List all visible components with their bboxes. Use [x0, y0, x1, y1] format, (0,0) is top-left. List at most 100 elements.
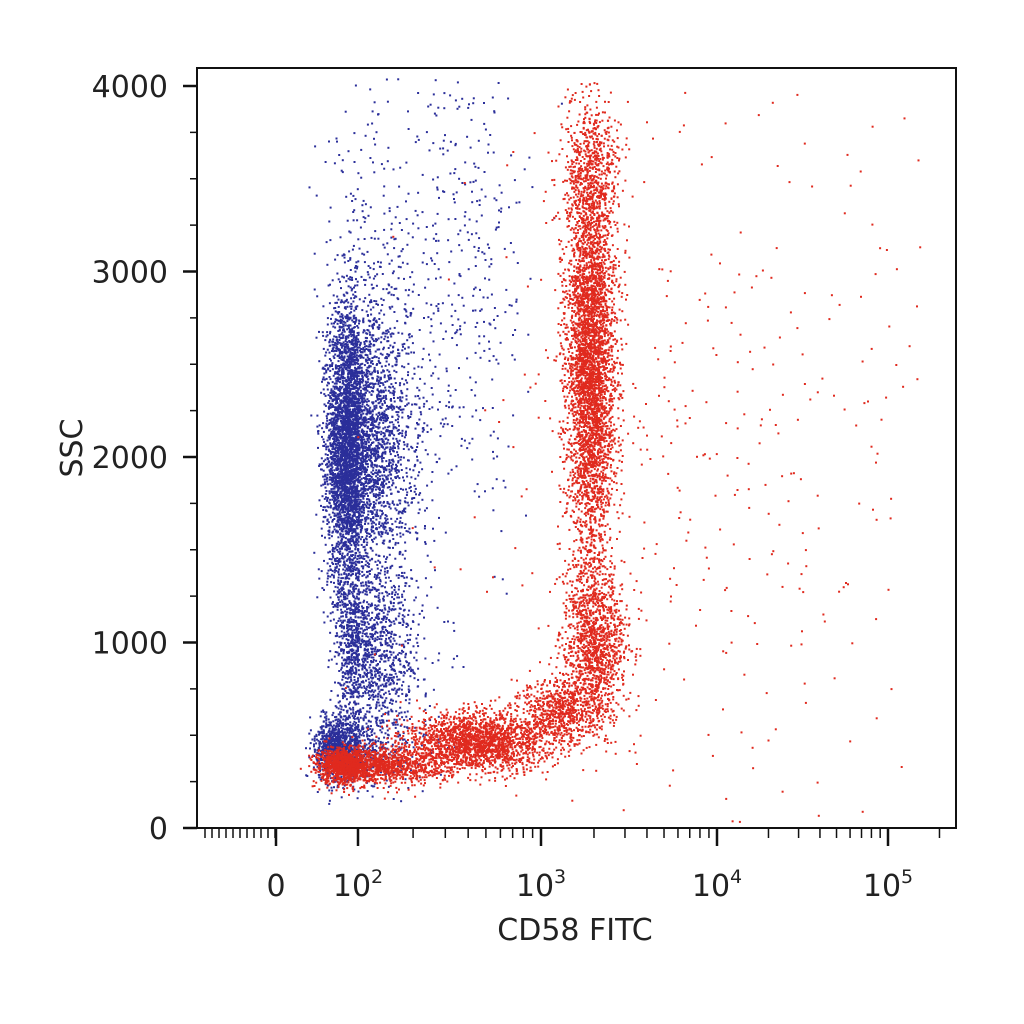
data-point — [356, 461, 359, 464]
data-point — [390, 517, 393, 520]
data-point — [331, 350, 333, 352]
data-point — [330, 389, 333, 392]
data-point — [346, 446, 349, 449]
data-point — [395, 363, 398, 366]
data-point — [379, 376, 382, 379]
data-point — [347, 439, 350, 442]
data-point — [394, 455, 397, 457]
data-point — [330, 322, 333, 325]
data-point — [356, 376, 358, 379]
data-point — [383, 528, 386, 531]
data-point — [329, 283, 331, 286]
data-point — [338, 412, 341, 415]
data-point — [334, 392, 337, 395]
data-point — [386, 465, 388, 468]
data-point — [316, 295, 319, 298]
data-point — [354, 321, 357, 323]
data-point — [366, 271, 369, 274]
data-point — [359, 342, 362, 345]
data-point — [361, 452, 364, 455]
data-point — [378, 501, 380, 504]
data-point — [341, 372, 343, 375]
data-point — [327, 413, 330, 415]
data-point — [378, 491, 381, 494]
data-point — [349, 504, 352, 507]
data-point — [397, 461, 400, 464]
data-point — [376, 513, 379, 516]
data-point — [338, 341, 341, 344]
data-point — [325, 371, 328, 374]
data-point — [357, 502, 360, 505]
data-point — [332, 424, 335, 427]
data-point — [340, 573, 343, 576]
data-point — [349, 414, 352, 417]
data-point — [375, 413, 378, 416]
data-point — [367, 510, 370, 513]
data-point — [342, 334, 345, 337]
data-point — [353, 535, 356, 538]
data-point — [356, 378, 359, 381]
data-point — [389, 461, 392, 464]
data-point — [327, 575, 330, 578]
data-point — [349, 435, 352, 438]
data-point — [339, 342, 342, 345]
data-point — [331, 348, 334, 351]
data-point — [328, 302, 331, 305]
data-point — [353, 442, 356, 445]
data-point — [381, 353, 384, 356]
data-point — [340, 420, 342, 422]
data-point — [411, 403, 414, 406]
data-point — [338, 365, 341, 367]
data-point — [405, 488, 407, 491]
data-point — [353, 479, 356, 482]
data-point — [331, 340, 334, 343]
data-point — [353, 444, 356, 446]
data-point — [349, 425, 352, 428]
data-point — [342, 468, 345, 471]
data-point — [388, 448, 391, 451]
data-point — [362, 393, 364, 396]
data-point — [359, 458, 362, 461]
data-point — [355, 400, 358, 403]
data-point — [362, 420, 365, 423]
data-point — [346, 525, 349, 528]
data-point — [393, 443, 396, 446]
data-point — [379, 382, 382, 384]
data-point — [385, 482, 388, 485]
data-point — [364, 523, 366, 525]
data-point — [323, 506, 326, 509]
data-point — [322, 506, 325, 509]
data-point — [382, 417, 384, 419]
data-point — [407, 362, 410, 365]
data-point — [333, 448, 336, 451]
data-point — [342, 449, 345, 452]
data-point — [340, 486, 343, 489]
data-point — [366, 610, 368, 613]
data-point — [381, 402, 384, 405]
data-point — [346, 317, 349, 320]
data-point — [356, 349, 359, 352]
data-point — [351, 480, 354, 483]
data-point — [339, 451, 342, 454]
data-point — [334, 560, 337, 563]
data-point — [333, 418, 336, 421]
data-point — [331, 434, 334, 436]
data-point — [377, 328, 380, 330]
data-point — [337, 475, 340, 478]
data-point — [381, 513, 384, 516]
data-point — [368, 533, 371, 535]
data-point — [360, 413, 363, 416]
data-point — [340, 374, 343, 377]
data-point — [328, 400, 331, 402]
data-point — [391, 432, 394, 435]
data-point — [338, 510, 341, 513]
data-point — [379, 488, 381, 491]
data-point — [426, 424, 429, 427]
data-point — [401, 571, 403, 574]
data-point — [357, 544, 360, 547]
data-point — [361, 462, 364, 465]
data-point — [346, 437, 349, 440]
data-point — [324, 486, 327, 489]
data-point — [352, 541, 355, 544]
data-point — [411, 497, 414, 500]
